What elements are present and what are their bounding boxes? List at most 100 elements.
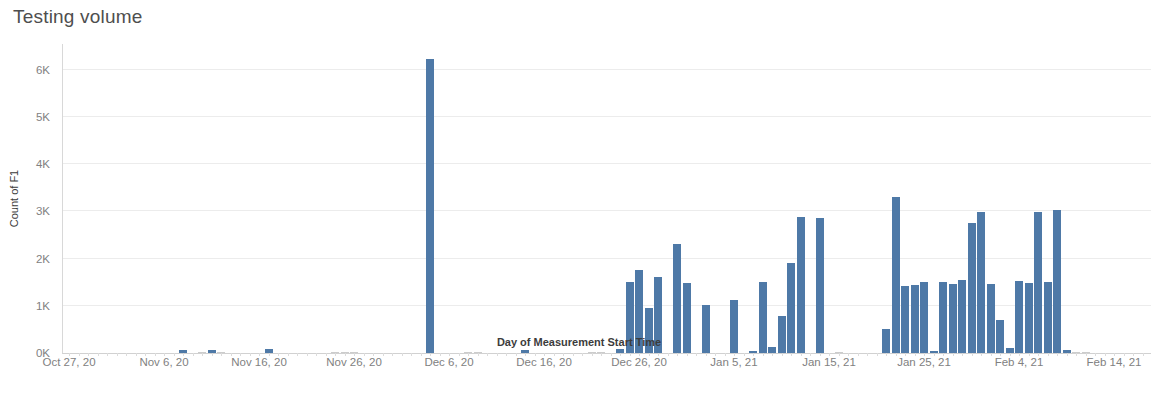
x-axis-minor-tick [126, 353, 127, 356]
bar[interactable] [597, 352, 605, 353]
x-axis-minor-tick [668, 353, 669, 356]
bar[interactable] [265, 349, 273, 353]
bar[interactable] [588, 352, 596, 353]
x-tick-label: Feb 4, 21 [995, 356, 1044, 368]
y-tick-label: 3K [0, 205, 50, 217]
bar[interactable] [426, 59, 434, 353]
gridline [63, 163, 1151, 164]
x-axis-minor-tick [221, 353, 222, 356]
gridline [63, 210, 1151, 211]
x-tick-label: Dec 16, 20 [516, 356, 572, 368]
bar[interactable] [1082, 352, 1090, 353]
y-tick-label: 2K [0, 253, 50, 265]
gridline [63, 116, 1151, 117]
bar[interactable] [208, 350, 216, 353]
bar[interactable] [521, 350, 529, 353]
x-axis-minor-tick [1076, 353, 1077, 356]
x-axis-minor-tick [392, 353, 393, 356]
x-tick-label: Jan 25, 21 [897, 356, 951, 368]
x-axis-minor-tick [402, 353, 403, 356]
x-axis-title: Day of Measurement Start Time [0, 336, 1158, 348]
x-axis-minor-tick [193, 353, 194, 356]
x-axis-minor-tick [1143, 353, 1144, 356]
bar[interactable] [835, 352, 843, 353]
x-axis-minor-tick [677, 353, 678, 356]
x-axis-minor-tick [98, 353, 99, 356]
x-tick-label: Jan 15, 21 [802, 356, 856, 368]
x-axis-minor-tick [506, 353, 507, 356]
bar[interactable] [930, 351, 938, 353]
x-axis-minor-tick [117, 353, 118, 356]
x-tick-label: Oct 27, 20 [42, 356, 95, 368]
bar[interactable] [816, 218, 824, 353]
x-axis-minor-tick [288, 353, 289, 356]
x-tick-label: Nov 6, 20 [139, 356, 188, 368]
bar[interactable] [616, 349, 624, 353]
x-axis-minor-tick [487, 353, 488, 356]
x-axis-minor-tick [953, 353, 954, 356]
x-tick-label: Nov 26, 20 [326, 356, 382, 368]
bar[interactable] [1034, 212, 1042, 353]
x-axis-minor-tick [582, 353, 583, 356]
bar[interactable] [977, 212, 985, 353]
x-axis-minor-tick [592, 353, 593, 356]
x-tick-label: Feb 14, 21 [1087, 356, 1142, 368]
x-axis-minor-tick [687, 353, 688, 356]
bar[interactable] [797, 217, 805, 353]
plot-area: Oct 27, 20Nov 6, 20Nov 16, 20Nov 26, 20D… [62, 44, 1151, 354]
x-axis-minor-tick [706, 353, 707, 356]
x-axis-minor-tick [573, 353, 574, 356]
testing-volume-chart: Testing volume Count of F1 Oct 27, 20Nov… [0, 0, 1158, 408]
bar[interactable] [1063, 350, 1071, 353]
bar[interactable] [350, 352, 358, 353]
bar[interactable] [749, 351, 757, 353]
gridline [63, 69, 1151, 70]
x-axis-minor-tick [772, 353, 773, 356]
x-axis-minor-tick [962, 353, 963, 356]
x-axis-minor-tick [877, 353, 878, 356]
x-axis-minor-tick [212, 353, 213, 356]
y-tick-label: 6K [0, 64, 50, 76]
bar[interactable] [892, 197, 900, 353]
x-axis-minor-tick [972, 353, 973, 356]
x-axis-minor-tick [411, 353, 412, 356]
x-axis-minor-tick [1067, 353, 1068, 356]
y-tick-label: 1K [0, 300, 50, 312]
x-axis-minor-tick [478, 353, 479, 356]
x-axis-minor-tick [791, 353, 792, 356]
x-axis-minor-tick [107, 353, 108, 356]
bar[interactable] [341, 352, 349, 353]
x-axis-minor-tick [782, 353, 783, 356]
x-axis-minor-tick [981, 353, 982, 356]
x-axis-minor-tick [858, 353, 859, 356]
x-axis-minor-tick [307, 353, 308, 356]
bar[interactable] [464, 352, 472, 353]
y-tick-label: 0K [0, 347, 50, 359]
bar[interactable] [331, 352, 339, 353]
bar[interactable] [198, 352, 206, 353]
x-tick-label: Nov 16, 20 [231, 356, 287, 368]
x-axis-minor-tick [316, 353, 317, 356]
x-axis-minor-tick [297, 353, 298, 356]
x-axis-minor-tick [421, 353, 422, 356]
x-axis-minor-tick [991, 353, 992, 356]
bar[interactable] [1006, 348, 1014, 353]
x-axis-minor-tick [136, 353, 137, 356]
bar[interactable] [217, 352, 225, 353]
x-axis-minor-tick [1057, 353, 1058, 356]
x-axis-minor-tick [202, 353, 203, 356]
bar[interactable] [968, 223, 976, 353]
bar[interactable] [474, 352, 482, 353]
bar[interactable] [179, 350, 187, 353]
y-tick-label: 5K [0, 111, 50, 123]
y-tick-label: 4K [0, 158, 50, 170]
bar[interactable] [1053, 210, 1061, 353]
x-axis-minor-tick [601, 353, 602, 356]
bar[interactable] [1072, 352, 1080, 353]
x-tick-label: Jan 5, 21 [710, 356, 757, 368]
x-axis-minor-tick [763, 353, 764, 356]
x-axis-minor-tick [696, 353, 697, 356]
x-axis-minor-tick [1048, 353, 1049, 356]
x-axis-minor-tick [383, 353, 384, 356]
x-axis-minor-tick [497, 353, 498, 356]
